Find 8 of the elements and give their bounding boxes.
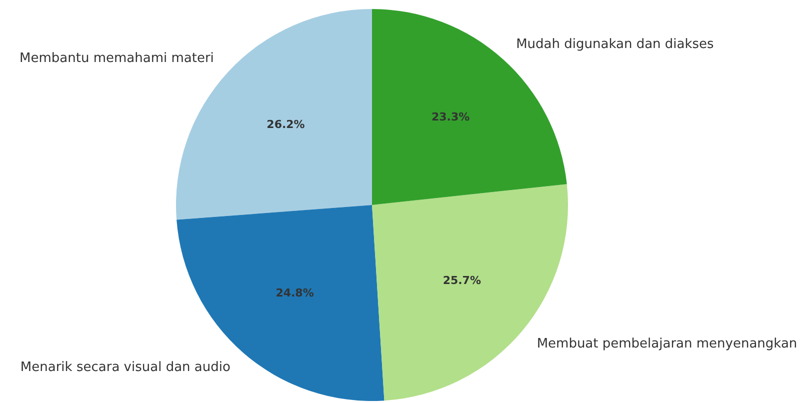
- slice-label: Mudah digunakan dan diakses: [516, 37, 714, 52]
- data-label: 25.7%: [442, 274, 481, 287]
- slice-label: Menarik secara visual dan audio: [20, 360, 230, 376]
- data-label: 24.8%: [276, 286, 314, 300]
- data-label: 23.3%: [432, 110, 470, 124]
- data-label: 26.2%: [266, 118, 305, 132]
- slice-label: Membantu memahami materi: [20, 50, 214, 66]
- slice-label: Membuat pembelajaran menyenangkan: [536, 336, 798, 352]
